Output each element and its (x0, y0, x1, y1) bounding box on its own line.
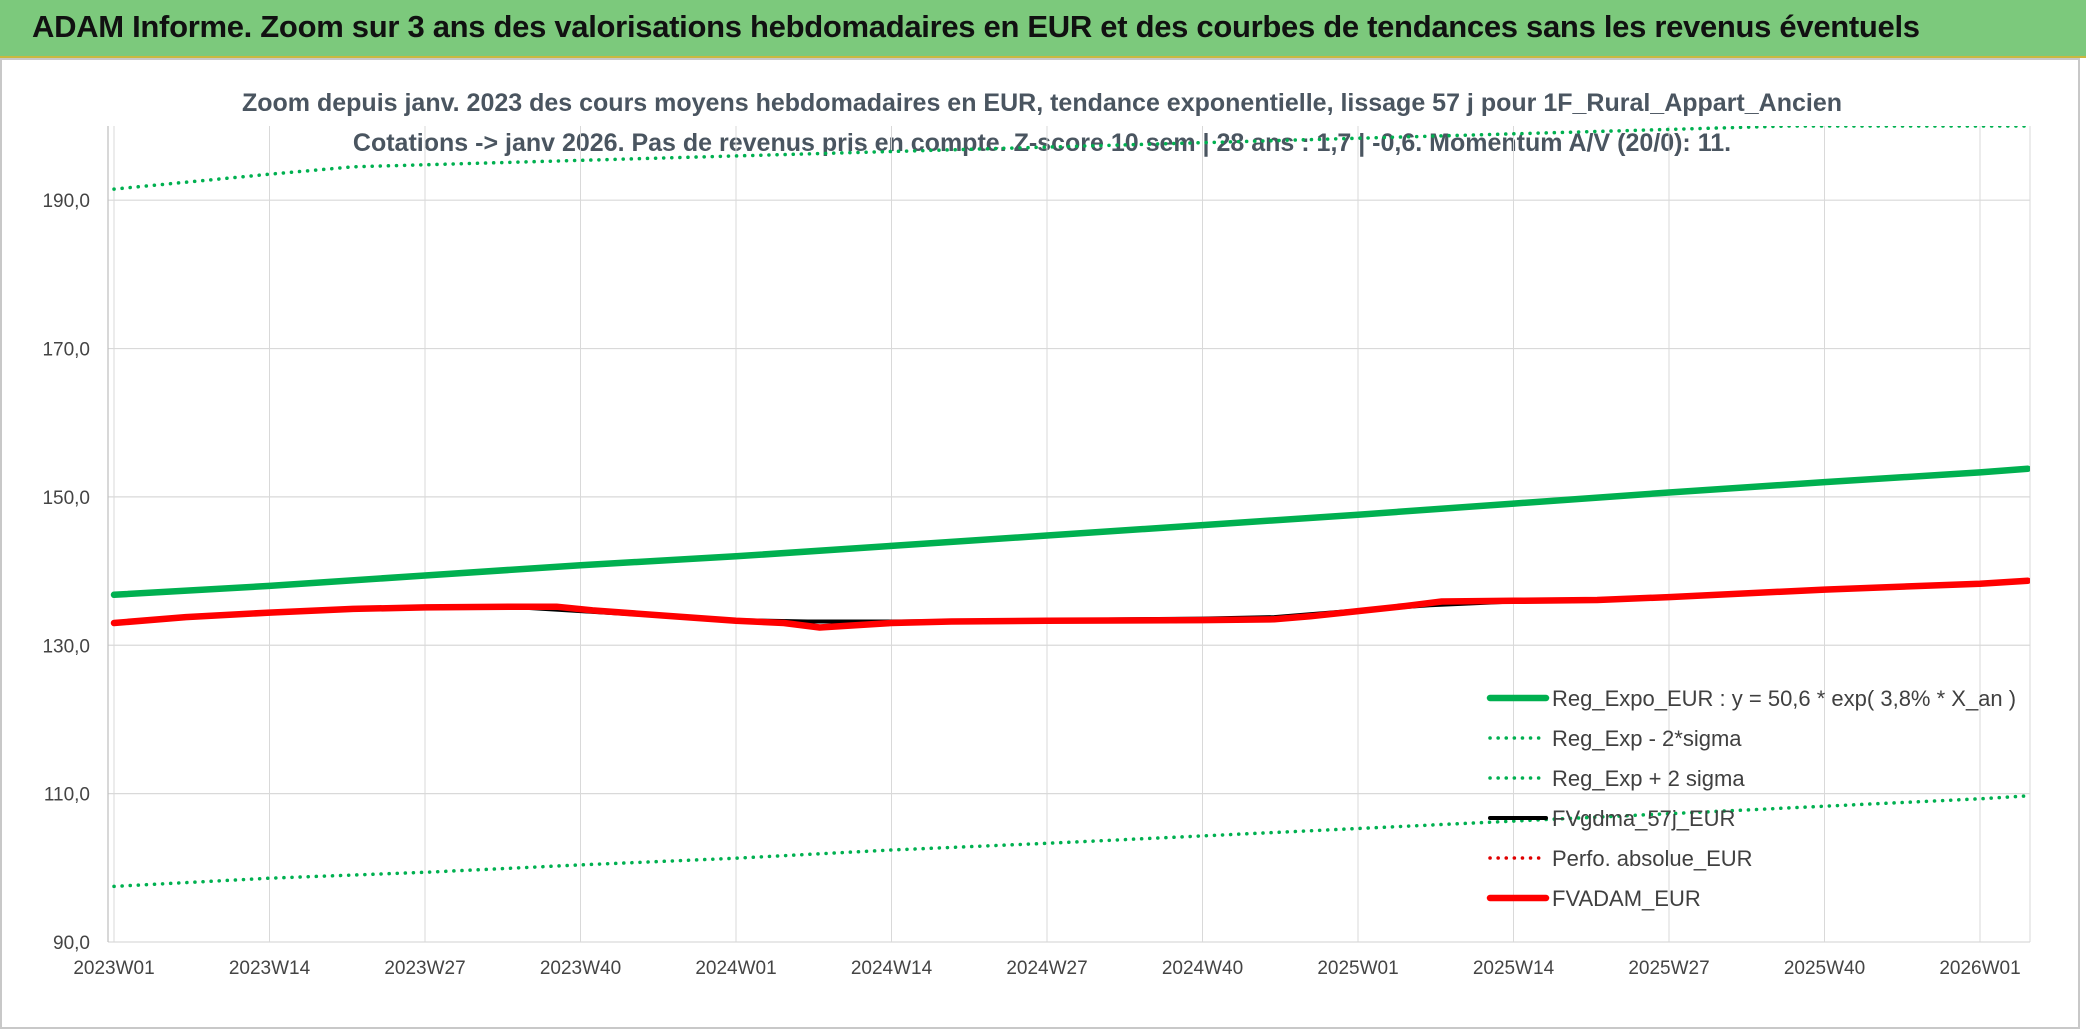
x-tick-label: 2024W40 (1162, 958, 1243, 979)
x-tick-label: 2025W14 (1473, 958, 1555, 979)
legend-label: Perfo. absolue_EUR (1552, 846, 1753, 871)
axis-layer: 2023W01 2023W14 2023W27 2023W40 2024W01 2024W… (42, 191, 2020, 979)
y-tick-label: 90,0 (53, 933, 90, 954)
y-tick-label: 190,0 (42, 191, 90, 212)
legend: Reg_Expo_EUR : y = 50,6 * exp( 3,8% * X_… (1486, 686, 2016, 911)
legend-label: Reg_Exp - 2*sigma (1552, 726, 1742, 751)
x-tick-label: 2025W27 (1628, 958, 1709, 979)
legend-label: FVgdma_57j_EUR (1552, 806, 1735, 831)
legend-label: Reg_Exp + 2 sigma (1552, 766, 1745, 791)
chart-title-line1: Zoom depuis janv. 2023 des cours moyens … (242, 89, 1842, 117)
banner: ADAM Informe. Zoom sur 3 ans des valoris… (0, 0, 2086, 58)
x-tick-label: 2023W14 (229, 958, 311, 979)
legend-label: FVADAM_EUR (1552, 886, 1701, 911)
x-tick-label: 2025W40 (1784, 958, 1865, 979)
y-tick-label: 150,0 (42, 488, 90, 509)
legend-label: Reg_Expo_EUR : y = 50,6 * exp( 3,8% * X_… (1552, 686, 2016, 711)
grid-layer (107, 126, 2031, 943)
x-tick-label: 2024W14 (851, 958, 933, 979)
x-tick-label: 2023W40 (540, 958, 621, 979)
chart-svg: Zoom depuis janv. 2023 des cours moyens … (42, 89, 2031, 979)
x-tick-label: 2024W01 (695, 958, 776, 979)
banner-title: ADAM Informe. Zoom sur 3 ans des valoris… (32, 9, 1920, 44)
y-tick-label: 110,0 (44, 785, 90, 806)
x-tick-label: 2023W27 (384, 958, 465, 979)
series-line-1 (112, 794, 2030, 889)
chart-area: Zoom depuis janv. 2023 des cours moyens … (0, 58, 2080, 1029)
series-layer (110, 126, 2030, 889)
x-tick-label: 2026W01 (1939, 958, 2020, 979)
series-line-5 (110, 577, 2030, 631)
series-line-0 (110, 465, 2030, 599)
x-tick-label: 2024W27 (1006, 958, 1087, 979)
y-tick-label: 170,0 (42, 340, 90, 361)
x-tick-label: 2023W01 (73, 958, 154, 979)
y-tick-label: 130,0 (42, 636, 90, 657)
x-tick-label: 2025W01 (1317, 958, 1398, 979)
series-line-3 (112, 578, 2030, 625)
series-line-2 (112, 126, 2030, 191)
chart-title-line2: Cotations -> janv 2026. Pas de revenus p… (353, 129, 1731, 157)
